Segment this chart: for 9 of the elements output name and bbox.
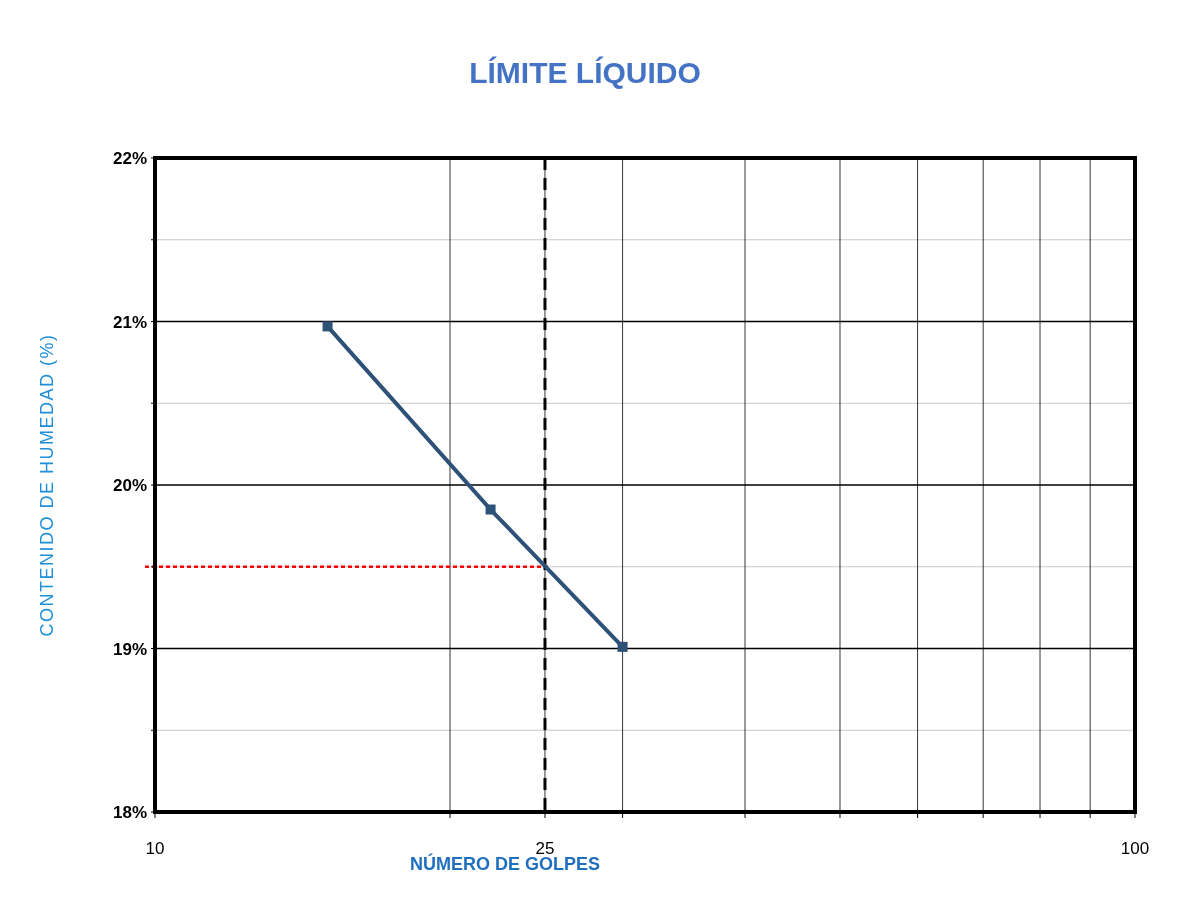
x-tick-label: 100 (1120, 839, 1150, 858)
y-axis-title: CONTENIDO DE HUMEDAD (%) (37, 333, 57, 637)
y-tick-label: 20% (112, 476, 147, 495)
chart-title: LÍMITE LÍQUIDO (469, 56, 701, 89)
x-tick-label: 10 (145, 839, 165, 858)
y-tick-label: 19% (112, 639, 147, 659)
y-tick-label: 22% (112, 149, 147, 168)
y-tick-label: 18% (112, 803, 147, 822)
y-tick-label: 21% (112, 312, 147, 332)
